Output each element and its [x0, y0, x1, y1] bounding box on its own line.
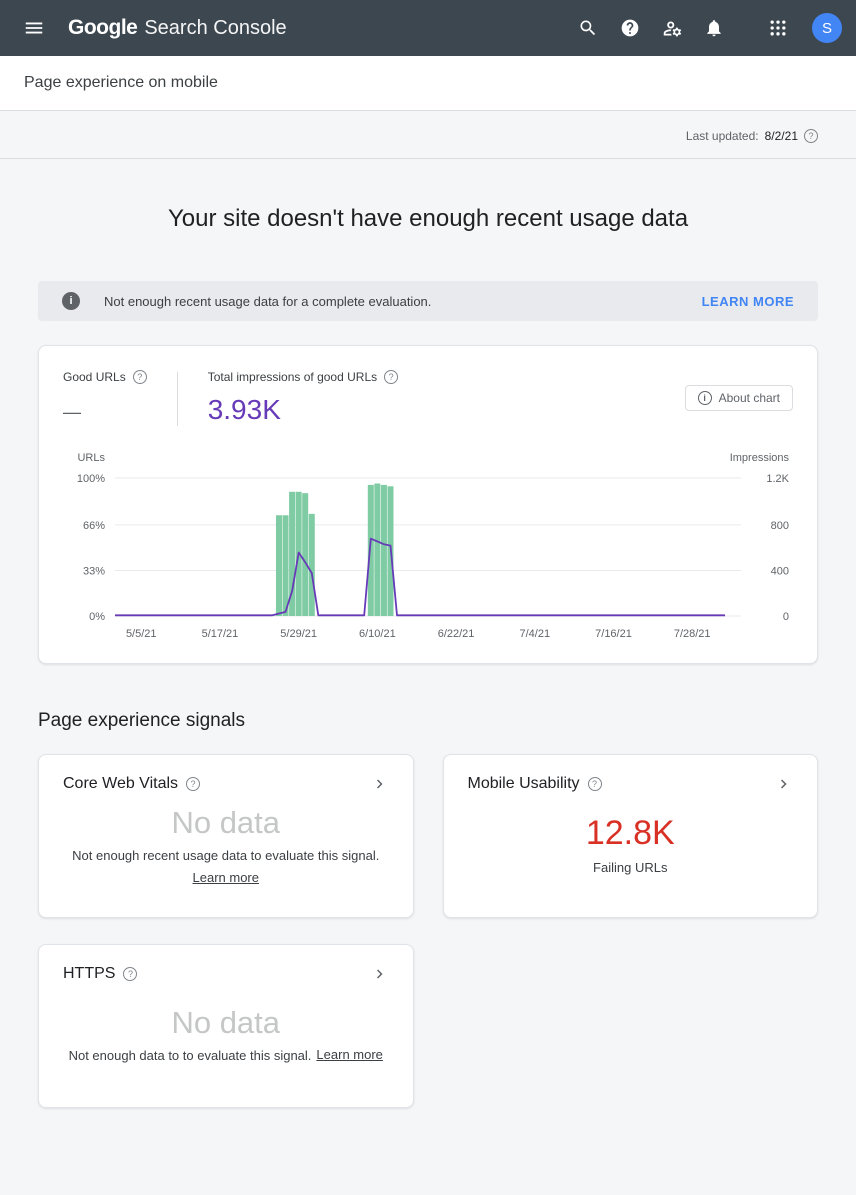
svg-text:5/17/21: 5/17/21	[202, 628, 239, 640]
svg-text:5/29/21: 5/29/21	[280, 628, 317, 640]
signal-description: Not enough recent usage data to evaluate…	[72, 847, 380, 863]
bell-icon	[707, 20, 721, 37]
header-actions: S	[568, 8, 842, 48]
logo-google-text: Google	[68, 16, 138, 39]
help-icon[interactable]: ?	[384, 370, 399, 384]
help-icon[interactable]: ?	[132, 370, 147, 384]
svg-text:7/16/21: 7/16/21	[595, 628, 632, 640]
timeseries-chart: 100% 66% 33% 0% 1.2K 800 400 0 URLs Impressions 5/…	[77, 452, 790, 640]
card-title: Core Web Vitals	[63, 775, 179, 792]
mobile-usability-card[interactable]: Mobile Usability ? 12.8K Failing URLs	[442, 754, 818, 918]
app-header: Google Search Console S	[0, 0, 856, 56]
impressions-metric: Total impressions of good URLs ? 3.93K	[207, 370, 399, 426]
notifications-button[interactable]	[694, 8, 734, 48]
help-icon[interactable]: ?	[186, 777, 201, 791]
apps-grid-icon	[770, 20, 786, 36]
impressions-value: 3.93K	[207, 394, 281, 425]
help-icon[interactable]: ?	[123, 967, 138, 981]
chevron-right-icon[interactable]	[775, 775, 793, 793]
svg-text:400: 400	[771, 565, 789, 577]
learn-more-link[interactable]: Learn more	[192, 870, 259, 886]
apps-grid-button[interactable]	[758, 8, 798, 48]
menu-button[interactable]	[14, 8, 54, 48]
page-title: Page experience on mobile	[24, 74, 218, 91]
chevron-right-icon[interactable]	[371, 965, 389, 983]
manage-accounts-icon	[663, 21, 681, 36]
signals-grid: Core Web Vitals ? No data Not enough rec…	[38, 754, 818, 1108]
svg-text:0%: 0%	[89, 611, 105, 623]
svg-text:7/4/21: 7/4/21	[519, 628, 550, 640]
good-urls-label: Good URLs	[63, 370, 126, 384]
impressions-label: Total impressions of good URLs	[207, 370, 378, 384]
help-button[interactable]	[610, 8, 650, 48]
svg-text:Impressions: Impressions	[730, 452, 790, 464]
https-card[interactable]: HTTPS ? No data Not enough data to to ev…	[38, 944, 414, 1108]
user-settings-button[interactable]	[652, 8, 692, 48]
metric-divider	[176, 372, 178, 426]
good-urls-value: —	[63, 402, 81, 422]
last-updated-row: Last updated: 8/2/21 ?	[0, 111, 856, 159]
signal-value: No data	[171, 804, 281, 840]
chart-area: 100% 66% 33% 0% 1.2K 800 400 0 URLs Impressions 5/…	[63, 448, 793, 653]
page-title-bar: Page experience on mobile	[0, 56, 856, 111]
signal-value: 12.8K	[585, 813, 675, 852]
signals-heading: Page experience signals	[38, 710, 246, 731]
info-icon: i	[62, 292, 80, 310]
chart-header: Good URLs ? — Total impressions of good …	[63, 370, 793, 426]
last-updated-value: 8/2/21	[764, 129, 798, 143]
help-icon	[621, 19, 639, 37]
card-title: HTTPS	[63, 965, 116, 982]
signal-value: No data	[171, 1005, 281, 1041]
help-icon[interactable]: ?	[587, 777, 602, 791]
svg-text:6/22/21: 6/22/21	[438, 628, 475, 640]
signal-description: Failing URLs	[593, 859, 668, 875]
chart-card: Good URLs ? — Total impressions of good …	[38, 345, 818, 664]
svg-text:7/28/21: 7/28/21	[674, 628, 711, 640]
good-urls-metric: Good URLs ? —	[63, 370, 147, 426]
app-logo: Google Search Console	[68, 16, 287, 40]
learn-more-link[interactable]: LEARN MORE	[701, 293, 794, 309]
svg-text:6/10/21: 6/10/21	[359, 628, 396, 640]
signal-description: Not enough data to to evaluate this sign…	[68, 1048, 312, 1064]
logo-product-text: Search Console	[144, 17, 287, 39]
svg-text:0: 0	[783, 611, 789, 623]
svg-text:URLs: URLs	[77, 452, 105, 464]
search-icon	[580, 20, 596, 36]
svg-text:33%: 33%	[83, 565, 105, 577]
last-updated-label: Last updated:	[685, 129, 759, 143]
card-title: Mobile Usability	[467, 775, 580, 792]
menu-icon	[25, 22, 43, 34]
info-icon: i	[697, 391, 712, 405]
info-banner: i Not enough recent usage data for a com…	[38, 281, 818, 321]
svg-text:5/5/21: 5/5/21	[126, 628, 157, 640]
svg-text:800: 800	[771, 520, 789, 532]
learn-more-link[interactable]: Learn more	[316, 1047, 383, 1063]
search-button[interactable]	[568, 8, 608, 48]
svg-text:1.2K: 1.2K	[766, 473, 789, 485]
page-headline: Your site doesn't have enough recent usa…	[167, 205, 689, 232]
banner-message: Not enough recent usage data for a compl…	[104, 293, 432, 309]
svg-text:66%: 66%	[83, 520, 105, 532]
svg-text:100%: 100%	[77, 473, 105, 485]
chevron-right-icon[interactable]	[371, 775, 389, 793]
about-chart-label: About chart	[718, 391, 780, 405]
core-web-vitals-card[interactable]: Core Web Vitals ? No data Not enough rec…	[38, 754, 414, 918]
about-chart-button[interactable]: i About chart	[684, 385, 793, 411]
help-icon[interactable]: ?	[804, 129, 818, 143]
avatar[interactable]: S	[812, 13, 842, 43]
